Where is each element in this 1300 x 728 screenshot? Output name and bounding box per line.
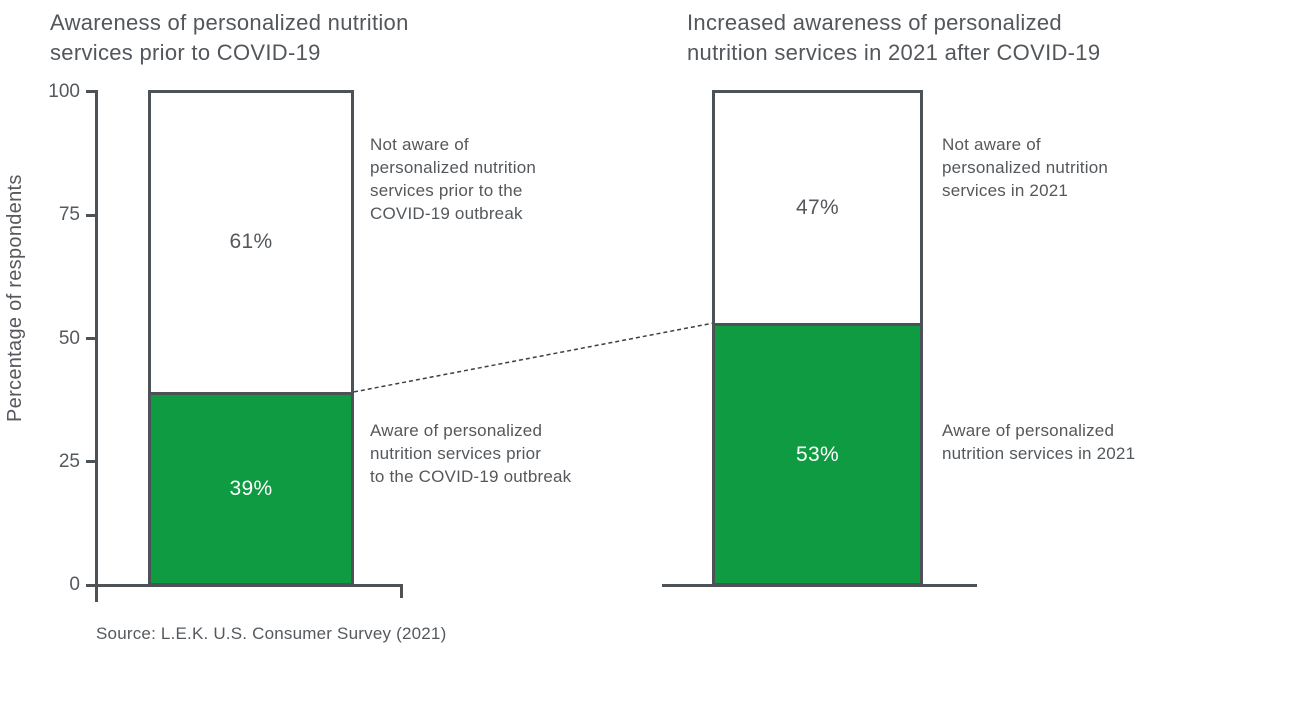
annotation-line: Aware of personalized [942, 421, 1115, 440]
y-tick-mark-75 [86, 214, 95, 217]
left-chart-title-line1: Awareness of personalized nutrition [50, 10, 409, 35]
y-tick-mark-25 [86, 460, 95, 463]
y-tick-label-75: 75 [58, 204, 80, 225]
left-chart-title: Awareness of personalized nutrition serv… [50, 8, 409, 68]
left-bar-aware-value: 39% [229, 476, 273, 500]
y-tick-label-50: 50 [58, 328, 80, 349]
y-tick-mark-100 [86, 90, 95, 93]
left-bar-not-aware-segment: 61% [151, 93, 351, 392]
annotation-line: to the COVID-19 outbreak [370, 467, 572, 486]
left-bar-not-aware-value: 61% [229, 230, 273, 254]
y-axis-line [95, 90, 98, 602]
annotation-line: Not aware of [942, 135, 1041, 154]
y-tick-label-25: 25 [58, 451, 80, 472]
y-tick-label-100: 100 [48, 81, 80, 102]
annotation-line: personalized nutrition [370, 158, 536, 177]
right-not-aware-annotation: Not aware of personalized nutrition serv… [942, 133, 1108, 202]
annotation-line: nutrition services prior [370, 444, 542, 463]
annotation-line: services in 2021 [942, 181, 1069, 200]
right-bar-aware-segment: 53% [715, 323, 920, 583]
annotation-line: personalized nutrition [942, 158, 1108, 177]
right-chart-title-line1: Increased awareness of personalized [687, 10, 1062, 35]
connector-line [353, 322, 713, 393]
left-stacked-bar: 61% 39% [148, 90, 354, 586]
right-bar-not-aware-segment: 47% [715, 93, 920, 324]
y-tick-mark-50 [86, 337, 95, 340]
annotation-line: COVID-19 outbreak [370, 204, 523, 223]
y-tick-label-0: 0 [69, 574, 80, 595]
right-bar-not-aware-value: 47% [796, 196, 839, 220]
left-chart-title-line2: services prior to COVID-19 [50, 40, 321, 65]
right-aware-annotation: Aware of personalized nutrition services… [942, 419, 1135, 465]
right-stacked-bar: 47% 53% [712, 90, 923, 586]
annotation-line: nutrition services in 2021 [942, 444, 1136, 463]
annotation-line: Aware of personalized [370, 421, 543, 440]
y-tick-mark-0 [86, 584, 95, 587]
left-bar-aware-segment: 39% [151, 391, 351, 583]
left-x-axis-end-tick [400, 584, 403, 598]
source-note: Source: L.E.K. U.S. Consumer Survey (202… [96, 624, 447, 643]
y-axis-label: Percentage of respondents [4, 174, 26, 422]
annotation-line: Not aware of [370, 135, 469, 154]
right-bar-aware-value: 53% [796, 442, 839, 466]
right-chart-title-line2: nutrition services in 2021 after COVID-1… [687, 40, 1101, 65]
annotation-line: services prior to the [370, 181, 523, 200]
left-aware-annotation: Aware of personalized nutrition services… [370, 419, 571, 488]
right-chart-title: Increased awareness of personalized nutr… [687, 8, 1100, 68]
left-not-aware-annotation: Not aware of personalized nutrition serv… [370, 133, 536, 225]
